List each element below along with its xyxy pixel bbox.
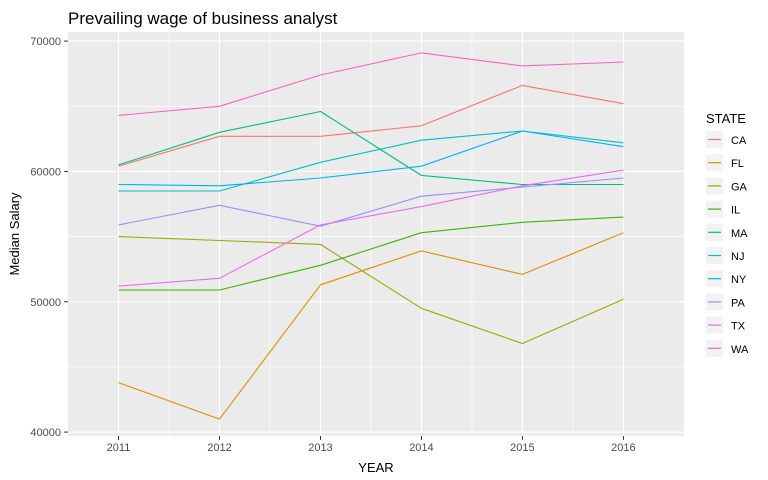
series-line-fl [118, 232, 624, 420]
legend-label: CA [731, 135, 747, 147]
legend-label: TX [731, 321, 746, 333]
series-line-pa [118, 177, 624, 227]
legend-item-tx: TX [706, 316, 746, 334]
legend: STATE CA FL GA IL MA NJ NY PA TX WA [706, 111, 749, 357]
series-line-nj [118, 130, 624, 192]
legend-item-pa: PA [706, 293, 746, 311]
legend-item-il: IL [706, 200, 740, 218]
x-tick-label: 2013 [308, 442, 332, 454]
legend-item-wa: WA [706, 339, 749, 357]
x-tick-label: 2014 [409, 442, 433, 454]
legend-item-ca: CA [706, 131, 747, 148]
series-line-tx [118, 169, 624, 287]
legend-item-nj: NJ [706, 247, 744, 264]
chart-title: Prevailing wage of business analyst [68, 9, 338, 28]
legend-title: STATE [706, 111, 746, 126]
x-tick-label: 2011 [107, 442, 131, 454]
y-tick-label: 60000 [30, 166, 61, 178]
series-lines [118, 52, 624, 420]
series-line-ny [118, 130, 624, 187]
y-axis-label: Median Salary [7, 192, 22, 276]
legend-item-ma: MA [706, 223, 748, 241]
series-line-wa [118, 52, 624, 116]
y-axis: 40000 50000 60000 70000 [30, 36, 68, 439]
legend-label: NJ [731, 251, 744, 263]
legend-label: IL [731, 205, 740, 217]
major-gridlines [68, 32, 684, 436]
legend-items: CA FL GA IL MA NJ NY PA TX WA [706, 131, 749, 357]
legend-label: WA [731, 344, 749, 356]
legend-label: FL [731, 158, 744, 170]
y-tick-label: 40000 [30, 427, 61, 439]
x-tick-label: 2012 [207, 442, 231, 454]
plot-panel [68, 32, 684, 436]
legend-item-fl: FL [706, 154, 744, 172]
x-tick-label: 2015 [510, 442, 534, 454]
legend-item-ny: NY [706, 270, 747, 288]
series-line-ca [118, 84, 624, 167]
x-axis: 2011 2012 2013 2014 2015 2016 [107, 436, 636, 454]
x-tick-label: 2016 [611, 442, 635, 454]
minor-gridlines [68, 32, 684, 436]
series-line-ma [118, 110, 624, 186]
legend-label: GA [731, 181, 748, 193]
series-line-il [118, 216, 624, 291]
y-tick-label: 50000 [30, 297, 61, 309]
legend-item-ga: GA [706, 177, 748, 195]
y-tick-label: 70000 [30, 36, 61, 48]
legend-label: MA [731, 228, 748, 240]
legend-label: NY [731, 274, 747, 286]
series-line-ga [118, 236, 624, 345]
legend-label: PA [731, 297, 746, 309]
x-axis-label: YEAR [358, 460, 393, 475]
